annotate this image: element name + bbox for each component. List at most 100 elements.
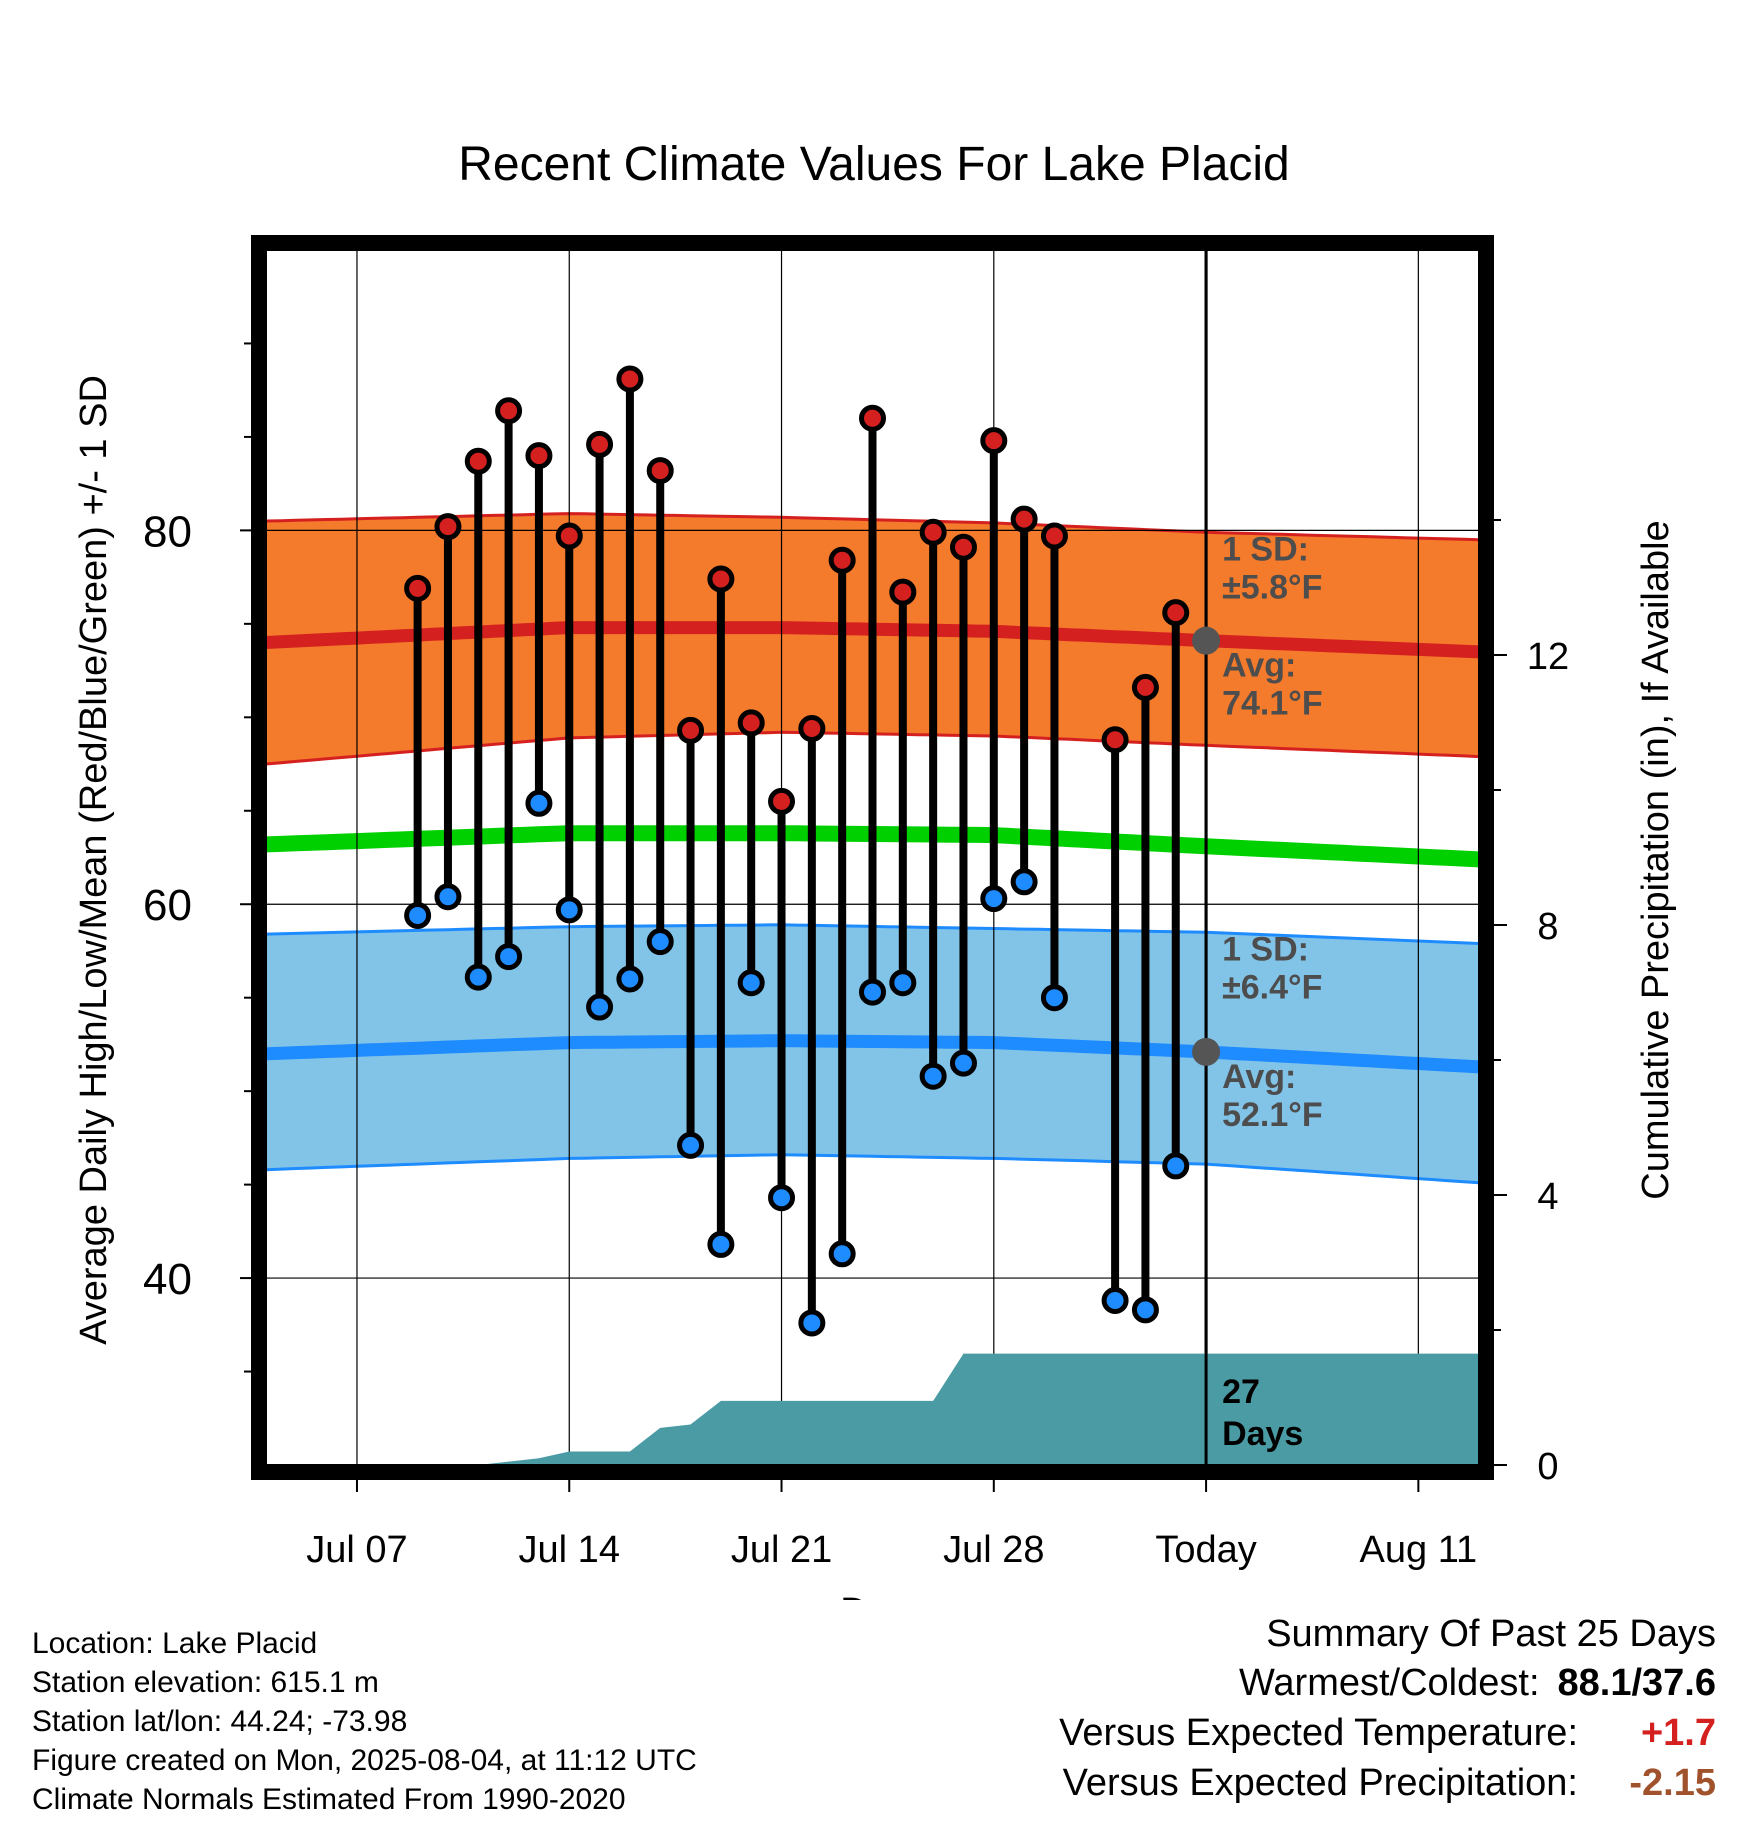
- low-point: [1101, 1287, 1129, 1315]
- created-text: Figure created on Mon, 2025-08-04, at 11…: [32, 1744, 697, 1777]
- x-axis-label: Day: [840, 1591, 908, 1600]
- low-point: [889, 969, 917, 997]
- y-tick-label: 60: [143, 881, 192, 930]
- days-count: 27: [1222, 1373, 1260, 1411]
- high-point: [646, 457, 674, 485]
- x-tick-label: Aug 11: [1360, 1529, 1478, 1571]
- low-avg-value: 52.1°F: [1222, 1096, 1323, 1134]
- latlon-text: Station lat/lon: 44.24; -73.98: [32, 1705, 408, 1738]
- temp-row: Versus Expected Temperature: +1.7: [816, 1708, 1716, 1758]
- x-tick-label: Jul 21: [731, 1529, 832, 1571]
- y2-tick-label: 8: [1537, 906, 1558, 948]
- high-point: [525, 442, 553, 470]
- chart-title: Recent Climate Values For Lake Placid: [458, 138, 1290, 191]
- low-point: [495, 943, 523, 971]
- y-tick-label: 40: [143, 1255, 192, 1304]
- summary-panel: Summary Of Past 25 Days Warmest/Coldest:…: [816, 1610, 1716, 1808]
- high-point: [464, 447, 492, 475]
- low-point: [677, 1131, 705, 1159]
- low-point: [586, 993, 614, 1021]
- high-point: [1162, 599, 1190, 627]
- high-avg-label: Avg:: [1222, 647, 1296, 685]
- high-avg-value: 74.1°F: [1222, 685, 1323, 723]
- precip-value: -2.15: [1629, 1762, 1716, 1804]
- precip-label: Versus Expected Precipitation:: [1062, 1762, 1578, 1804]
- low-point: [737, 969, 765, 997]
- precip-row: Versus Expected Precipitation: -2.15: [816, 1758, 1716, 1808]
- location-text: Location: Lake Placid: [32, 1627, 318, 1660]
- high-point: [404, 574, 432, 602]
- x-tick-label: Jul 14: [519, 1529, 620, 1571]
- low-sd-band-lower-edge: [266, 1153, 1479, 1185]
- y-axis-label: Average Daily High/Low/Mean (Red/Blue/Gr…: [73, 375, 115, 1345]
- low-point: [646, 928, 674, 956]
- high-point: [434, 513, 462, 541]
- warmest-label: Warmest/Coldest:: [1238, 1662, 1540, 1704]
- x-tick-label: Today: [1155, 1529, 1256, 1571]
- high-point: [1010, 505, 1038, 533]
- low-point: [555, 896, 583, 924]
- station-info: Location: Lake Placid Station elevation:…: [32, 1624, 932, 1819]
- summary-title: Summary Of Past 25 Days: [1266, 1613, 1716, 1655]
- low-point: [464, 963, 492, 991]
- temp-value: +1.7: [1640, 1712, 1716, 1754]
- precipitation-area: [266, 1353, 1479, 1465]
- high-point: [555, 522, 583, 550]
- high-point: [768, 787, 796, 815]
- low-point: [859, 978, 886, 1006]
- high-point: [919, 518, 947, 546]
- precipitation-layer: [266, 250, 1479, 1465]
- low-point: [768, 1184, 796, 1212]
- low-sd-label: 1 SD:: [1222, 930, 1309, 968]
- normals-text: Climate Normals Estimated From 1990-2020: [32, 1783, 626, 1816]
- low-sd-value: ±6.4°F: [1222, 968, 1322, 1006]
- x-tick-label: Jul 28: [943, 1529, 1044, 1571]
- low-point: [404, 901, 432, 929]
- high-sd-label: 1 SD:: [1222, 530, 1309, 568]
- days-label: Days: [1222, 1415, 1303, 1453]
- high-point: [859, 404, 886, 432]
- high-avg-marker: [1192, 626, 1221, 655]
- high-point: [586, 430, 614, 458]
- temp-label: Versus Expected Temperature:: [1059, 1712, 1578, 1754]
- y2-tick-label: 4: [1537, 1176, 1558, 1218]
- low-point: [1040, 984, 1068, 1012]
- low-point: [1162, 1152, 1190, 1180]
- climate-chart: Recent Climate Values For Lake Placid 1 …: [73, 138, 1677, 1600]
- high-point: [949, 533, 977, 561]
- low-point: [525, 789, 553, 817]
- low-point: [1010, 868, 1038, 896]
- high-point: [889, 578, 917, 606]
- high-point: [980, 427, 1008, 455]
- high-point: [495, 397, 523, 425]
- low-point: [828, 1240, 856, 1268]
- y-tick-label: 80: [143, 507, 192, 556]
- high-sd-value: ±5.8°F: [1222, 568, 1322, 606]
- low-point: [616, 965, 644, 993]
- warmest-row: Warmest/Coldest: 88.1/37.6: [816, 1658, 1716, 1708]
- axes: Jul 07 Jul 14 Jul 21 Jul 28 Today Aug 11 40 60 8…: [143, 342, 1569, 1571]
- high-point: [677, 716, 705, 744]
- low-normal-line: [266, 1034, 1479, 1074]
- y2-tick-label: 12: [1527, 636, 1569, 678]
- x-tick-label: Jul 07: [306, 1529, 407, 1571]
- high-point: [1040, 522, 1068, 550]
- low-avg-label: Avg:: [1222, 1058, 1296, 1096]
- daily-marks: [404, 365, 1190, 1337]
- low-point: [1131, 1296, 1159, 1324]
- plot-frame: [251, 235, 1494, 1480]
- warmest-value: 88.1/37.6: [1557, 1662, 1716, 1704]
- low-point: [949, 1049, 977, 1077]
- high-point: [798, 715, 826, 743]
- elevation-text: Station elevation: 615.1 m: [32, 1666, 379, 1699]
- high-point: [737, 709, 765, 737]
- low-point: [980, 885, 1008, 913]
- high-point: [707, 565, 735, 593]
- y2-axis-label: Cumulative Precipitation (in), If Availa…: [1635, 520, 1677, 1199]
- high-point: [616, 365, 644, 393]
- high-point: [1101, 726, 1129, 754]
- high-point: [1131, 673, 1159, 701]
- low-avg-marker: [1192, 1037, 1221, 1066]
- low-point: [707, 1230, 735, 1258]
